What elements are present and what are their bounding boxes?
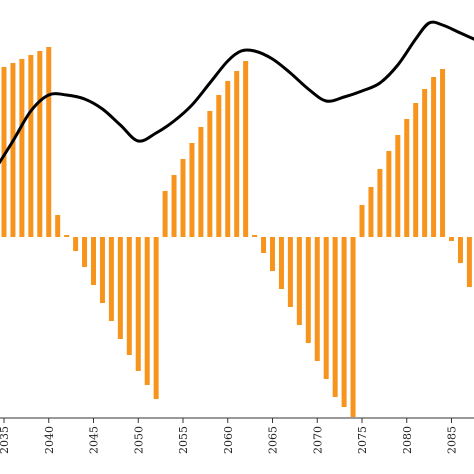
bar-2048: [117, 237, 123, 339]
bar-2085: [449, 237, 454, 241]
bar-2056: [189, 143, 195, 237]
bar-2063: [252, 235, 258, 237]
bar-2035: [1, 67, 7, 237]
bar-2045: [91, 237, 96, 285]
bar-2067: [287, 237, 293, 307]
bar-2068: [296, 237, 302, 325]
bars-layer: [1, 47, 472, 417]
bar-2065: [270, 237, 275, 271]
bar-2086: [457, 237, 463, 263]
bar-2052: [153, 237, 159, 399]
bar-2082: [422, 89, 428, 237]
bar-2038: [28, 55, 34, 237]
bar-2039: [37, 51, 43, 237]
bar-2040: [46, 47, 52, 237]
bar-2074: [350, 237, 356, 417]
bar-2037: [19, 59, 25, 237]
bar-2058: [207, 111, 213, 237]
bar-2080: [404, 119, 410, 237]
bar-2046: [99, 237, 105, 303]
bar-2041: [55, 215, 61, 237]
bar-2049: [126, 237, 132, 355]
bar-2050: [135, 237, 141, 371]
bar-2055: [180, 159, 186, 237]
bar-2077: [377, 169, 383, 237]
x-tick-label: 2060: [222, 426, 235, 454]
bar-2061: [234, 71, 240, 237]
line-layer: [0, 20, 474, 165]
bar-2084: [440, 69, 446, 237]
bar-2075: [359, 205, 365, 237]
bar-2079: [395, 135, 401, 237]
bar-2078: [386, 151, 392, 237]
bar-2036: [10, 63, 16, 237]
x-tick-label: 2040: [43, 426, 56, 454]
x-axis: 2035 2040 2045 2050 2055 2060 2065 2070 2075 2080…: [0, 417, 474, 454]
bar-2081: [413, 103, 419, 237]
bar-2051: [144, 237, 150, 385]
x-tick-label: 2045: [88, 426, 101, 454]
x-tick-label: 2080: [401, 426, 414, 454]
bar-2069: [305, 237, 311, 343]
bar-2043: [73, 237, 79, 251]
bar-2044: [82, 237, 88, 267]
bar-2054: [171, 175, 177, 237]
bar-2071: [323, 237, 329, 379]
bar-2066: [278, 237, 284, 289]
bar-2064: [261, 237, 267, 253]
bar-2042: [64, 235, 70, 237]
x-tick-label: 2050: [132, 426, 145, 454]
bar-2059: [216, 95, 222, 237]
bar-2060: [225, 81, 231, 237]
x-tick-label: 2065: [267, 426, 280, 454]
bar-2083: [431, 77, 437, 237]
bar-2076: [368, 187, 374, 237]
x-tick-label: 2070: [311, 426, 324, 454]
bar-2087: [466, 237, 472, 287]
x-tick-label: 2055: [177, 426, 190, 454]
bar-2062: [243, 61, 249, 237]
x-tick-label: 2085: [446, 426, 459, 454]
x-tick-label: 2075: [356, 426, 369, 454]
bar-2057: [198, 127, 204, 237]
x-tick-label: 2035: [0, 426, 11, 454]
bar-2047: [108, 237, 114, 321]
bar-2072: [332, 237, 338, 397]
bar-2073: [341, 237, 347, 407]
bar-2053: [162, 191, 168, 237]
series-line: [0, 20, 474, 165]
bar-2070: [314, 237, 320, 361]
